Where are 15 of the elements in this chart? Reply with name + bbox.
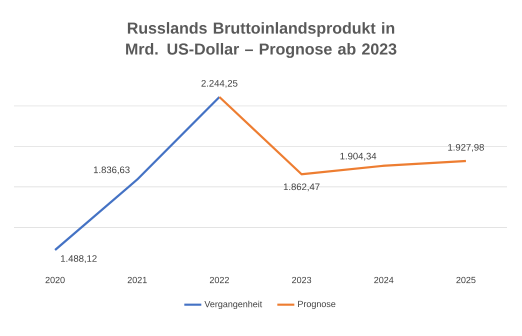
legend-label: Vergangenheit: [204, 300, 262, 310]
x-tick-label: 2025: [456, 276, 476, 284]
x-tick-label: 2021: [128, 276, 147, 284]
data-label: 1.862,47: [284, 183, 320, 192]
data-label: 1.927,98: [448, 144, 484, 152]
x-tick-label: 2020: [46, 276, 65, 284]
legend-label: Prognose: [298, 300, 336, 309]
data-label: 1.904,34: [340, 152, 376, 161]
chart-title: Russlands Bruttoinlandsprodukt in Mrd. US-Dollar – Prognose ab 2023: [126, 22, 396, 58]
x-tick-label: 2022: [210, 276, 229, 284]
x-tick-label: 2023: [292, 276, 312, 284]
data-label: 1.836,63: [94, 166, 130, 174]
x-tick-label: 2024: [374, 276, 394, 284]
data-label: 1.488,12: [61, 255, 97, 264]
data-label: 2.244,25: [201, 80, 238, 88]
